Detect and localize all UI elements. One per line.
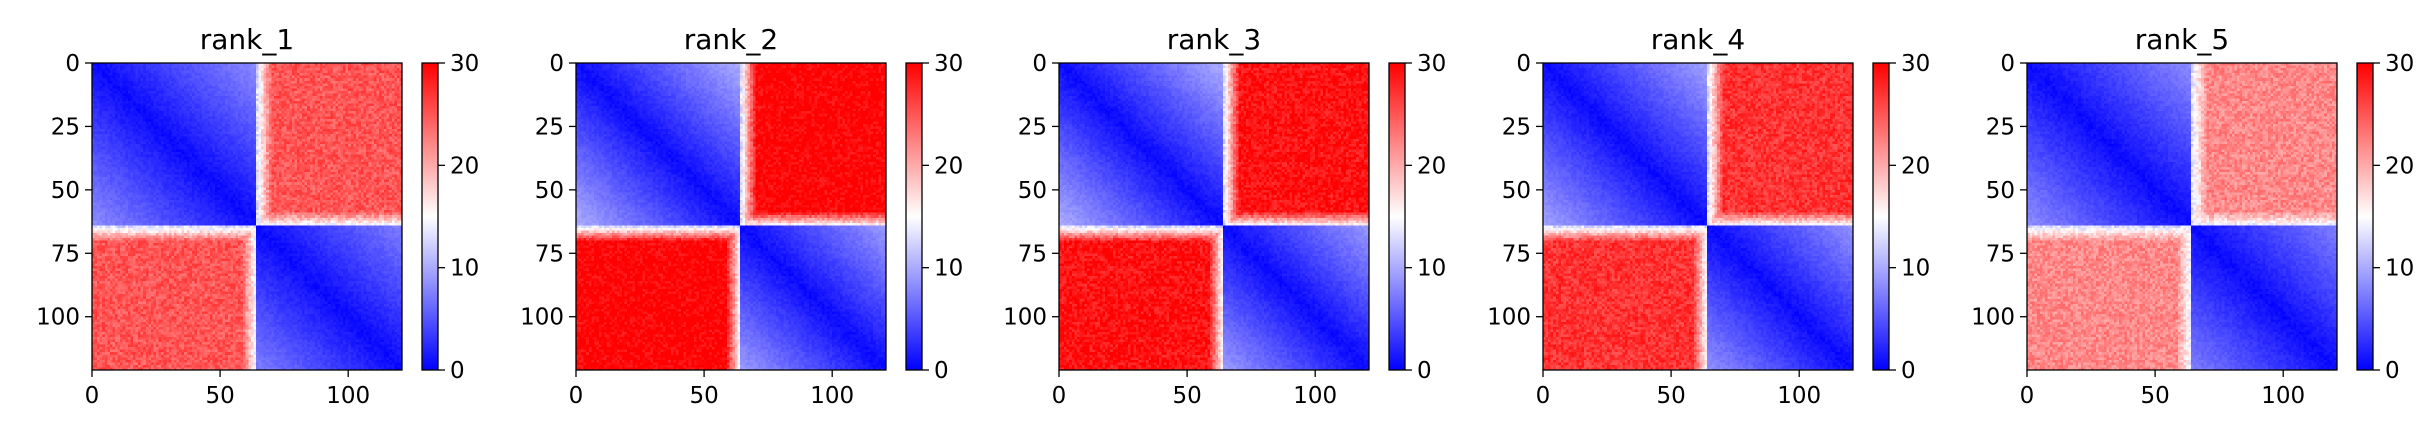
colorbar-tick-label: 30 — [934, 51, 963, 77]
colorbar — [1872, 62, 1890, 371]
colorbar-tick-label: 30 — [2385, 51, 2414, 77]
y-tick-label: 0 — [1516, 51, 1531, 77]
heatmap-image — [1059, 63, 1369, 370]
subplot-title: rank_4 — [1651, 23, 1745, 56]
heatmap-image — [1543, 63, 1853, 370]
heatmap-image — [2027, 63, 2337, 370]
x-tick-label: 50 — [205, 383, 234, 409]
y-tick-label: 100 — [1487, 305, 1531, 331]
y-tick-label: 75 — [1502, 241, 1531, 267]
x-tick-label: 100 — [1293, 383, 1337, 409]
colorbar-tick-label: 10 — [450, 256, 479, 282]
colorbar-tick-label: 10 — [1901, 256, 1930, 282]
subplot-title: rank_2 — [684, 23, 778, 56]
colorbar-tick-label: 20 — [1901, 153, 1930, 179]
y-tick-label: 50 — [1018, 178, 1047, 204]
heatmap-image — [92, 63, 402, 370]
y-tick-label: 25 — [51, 114, 80, 140]
y-tick-label: 50 — [535, 178, 564, 204]
y-tick-label: 100 — [36, 305, 80, 331]
subplot-title: rank_5 — [2135, 23, 2229, 56]
x-tick-label: 100 — [1777, 383, 1821, 409]
y-tick-label: 75 — [51, 241, 80, 267]
y-tick-label: 100 — [1971, 305, 2015, 331]
x-tick-label: 50 — [689, 383, 718, 409]
colorbar-tick-label: 10 — [2385, 256, 2414, 282]
y-tick-label: 0 — [2000, 51, 2015, 77]
y-tick-label: 25 — [1502, 114, 1531, 140]
subplot-title: rank_3 — [1167, 23, 1261, 56]
subplot-rank_4: rank_4 0 50 100 0 25 50 75 100 0 10 20 30 — [1487, 23, 1930, 409]
y-tick-label: 75 — [1018, 241, 1047, 267]
x-tick-label: 50 — [1172, 383, 1201, 409]
subplot-rank_2: rank_2 0 50 100 0 25 50 75 100 0 10 20 30 — [520, 23, 963, 409]
y-tick-label: 0 — [1032, 51, 1047, 77]
colorbar-tick-label: 10 — [934, 256, 963, 282]
x-tick-label: 100 — [810, 383, 854, 409]
y-tick-label: 25 — [535, 114, 564, 140]
colorbar-tick-label: 20 — [1417, 153, 1446, 179]
x-tick-label: 0 — [2020, 383, 2035, 409]
y-tick-label: 50 — [1986, 178, 2015, 204]
colorbar-tick-label: 0 — [1417, 358, 1432, 384]
colorbar-tick-label: 0 — [450, 358, 465, 384]
y-tick-label: 0 — [65, 51, 80, 77]
x-tick-label: 0 — [1536, 383, 1551, 409]
subplot-rank_3: rank_3 0 50 100 0 25 50 75 100 0 10 20 30 — [1003, 23, 1446, 409]
subplot-rank_1: rank_1 0 50 100 0 25 50 75 100 0 10 20 30 — [36, 23, 479, 409]
x-tick-label: 50 — [2140, 383, 2169, 409]
colorbar-tick-label: 20 — [934, 153, 963, 179]
x-tick-label: 0 — [85, 383, 100, 409]
axes-frame — [1542, 62, 1854, 371]
colorbar — [2356, 62, 2374, 371]
y-tick-label: 100 — [520, 305, 564, 331]
colorbar-tick-label: 30 — [450, 51, 479, 77]
axes-frame — [1058, 62, 1370, 371]
x-tick-label: 0 — [569, 383, 584, 409]
y-tick-label: 75 — [535, 241, 564, 267]
colorbar-tick-label: 0 — [1901, 358, 1916, 384]
colorbar-tick-label: 10 — [1417, 256, 1446, 282]
y-tick-label: 25 — [1018, 114, 1047, 140]
colorbar-tick-label: 20 — [450, 153, 479, 179]
y-tick-label: 50 — [1502, 178, 1531, 204]
heatmap-image — [576, 63, 886, 370]
axes-frame — [91, 62, 403, 371]
axes-frame — [2026, 62, 2338, 371]
x-tick-label: 50 — [1656, 383, 1685, 409]
y-tick-label: 0 — [549, 51, 564, 77]
axes-frame — [575, 62, 887, 371]
subplot-rank_5: rank_5 0 50 100 0 25 50 75 100 0 10 20 30 — [1971, 23, 2414, 409]
x-tick-label: 0 — [1052, 383, 1067, 409]
colorbar — [905, 62, 923, 371]
colorbar-tick-label: 0 — [934, 358, 949, 384]
y-tick-label: 25 — [1986, 114, 2015, 140]
subplot-title: rank_1 — [200, 23, 294, 56]
colorbar-tick-label: 20 — [2385, 153, 2414, 179]
x-tick-label: 100 — [326, 383, 370, 409]
colorbar-tick-label: 30 — [1417, 51, 1446, 77]
colorbar — [421, 62, 439, 371]
colorbar-tick-label: 30 — [1901, 51, 1930, 77]
y-tick-label: 100 — [1003, 305, 1047, 331]
y-tick-label: 50 — [51, 178, 80, 204]
colorbar — [1388, 62, 1406, 371]
x-tick-label: 100 — [2261, 383, 2305, 409]
y-tick-label: 75 — [1986, 241, 2015, 267]
colorbar-tick-label: 0 — [2385, 358, 2400, 384]
